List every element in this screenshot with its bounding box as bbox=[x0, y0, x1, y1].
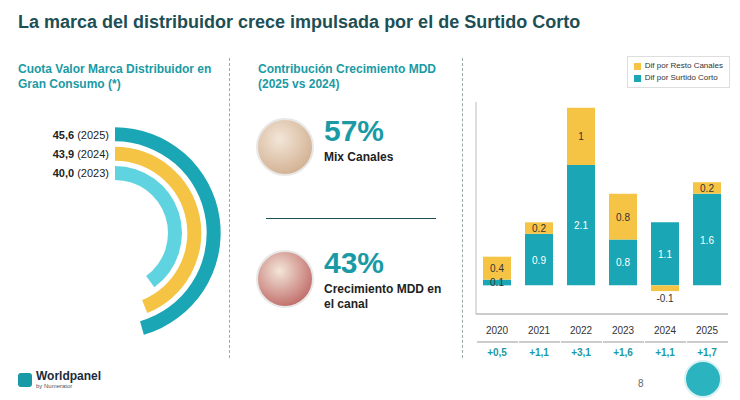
html-text:Dif por Resto Canales: Dif por Resto Canales bbox=[644, 61, 723, 70]
svg-text:1.6: 1.6 bbox=[700, 235, 714, 246]
svg-text:0.8: 0.8 bbox=[616, 212, 630, 223]
svg-text:+1,6: +1,6 bbox=[613, 347, 633, 358]
html-text:Crecimiento MDD en el canal: Crecimiento MDD en el canal bbox=[324, 282, 442, 311]
html-text:57%: 57% bbox=[324, 114, 384, 147]
svg-text:-0.1: -0.1 bbox=[656, 293, 674, 304]
svg-text:2025: 2025 bbox=[696, 325, 719, 336]
html-text:Worldpanel: Worldpanel bbox=[36, 369, 102, 383]
html-text:40,0 (2023): 40,0 (2023) bbox=[52, 167, 109, 180]
html-text:by Numerator: by Numerator bbox=[36, 383, 73, 389]
html-text:Cuota Valor Marca Distribuidor: Cuota Valor Marca Distribuidor en Gran C… bbox=[18, 62, 212, 91]
html-text:43%: 43% bbox=[324, 246, 384, 279]
svg-text:2020: 2020 bbox=[486, 325, 509, 336]
svg-text:+0,5: +0,5 bbox=[487, 347, 507, 358]
html-text:8: 8 bbox=[638, 378, 644, 389]
svg-text:0.9: 0.9 bbox=[532, 255, 546, 266]
svg-text:1: 1 bbox=[578, 131, 584, 142]
svg-text:+1,7: +1,7 bbox=[697, 347, 717, 358]
svg-text:2021: 2021 bbox=[528, 325, 551, 336]
svg-text:2022: 2022 bbox=[570, 325, 593, 336]
html-text:La marca del distribuidor crec: La marca del distribuidor crece impulsad… bbox=[18, 12, 581, 32]
html-text:45,6 (2025): 45,6 (2025) bbox=[52, 128, 109, 141]
svg-text:+1,1: +1,1 bbox=[655, 347, 675, 358]
svg-text:0.2: 0.2 bbox=[700, 183, 714, 194]
svg-text:2024: 2024 bbox=[654, 325, 677, 336]
svg-text:0.8: 0.8 bbox=[616, 257, 630, 268]
svg-text:+1,1: +1,1 bbox=[529, 347, 549, 358]
svg-text:1.1: 1.1 bbox=[658, 249, 672, 260]
svg-text:0.4: 0.4 bbox=[490, 263, 504, 274]
svg-text:0.1: 0.1 bbox=[490, 277, 504, 288]
svg-text:2.1: 2.1 bbox=[574, 220, 588, 231]
svg-text:2023: 2023 bbox=[612, 325, 635, 336]
svg-text:0.2: 0.2 bbox=[532, 223, 546, 234]
svg-text:+3,1: +3,1 bbox=[571, 347, 591, 358]
html-text:43,9 (2024): 43,9 (2024) bbox=[52, 148, 109, 160]
html-text:Dif por Surtido Corto: Dif por Surtido Corto bbox=[644, 73, 718, 82]
html-text:Mix Canales: Mix Canales bbox=[324, 150, 394, 164]
html-text:Contribución Crecimiento MDD (: Contribución Crecimiento MDD (2025 vs 20… bbox=[258, 62, 436, 91]
